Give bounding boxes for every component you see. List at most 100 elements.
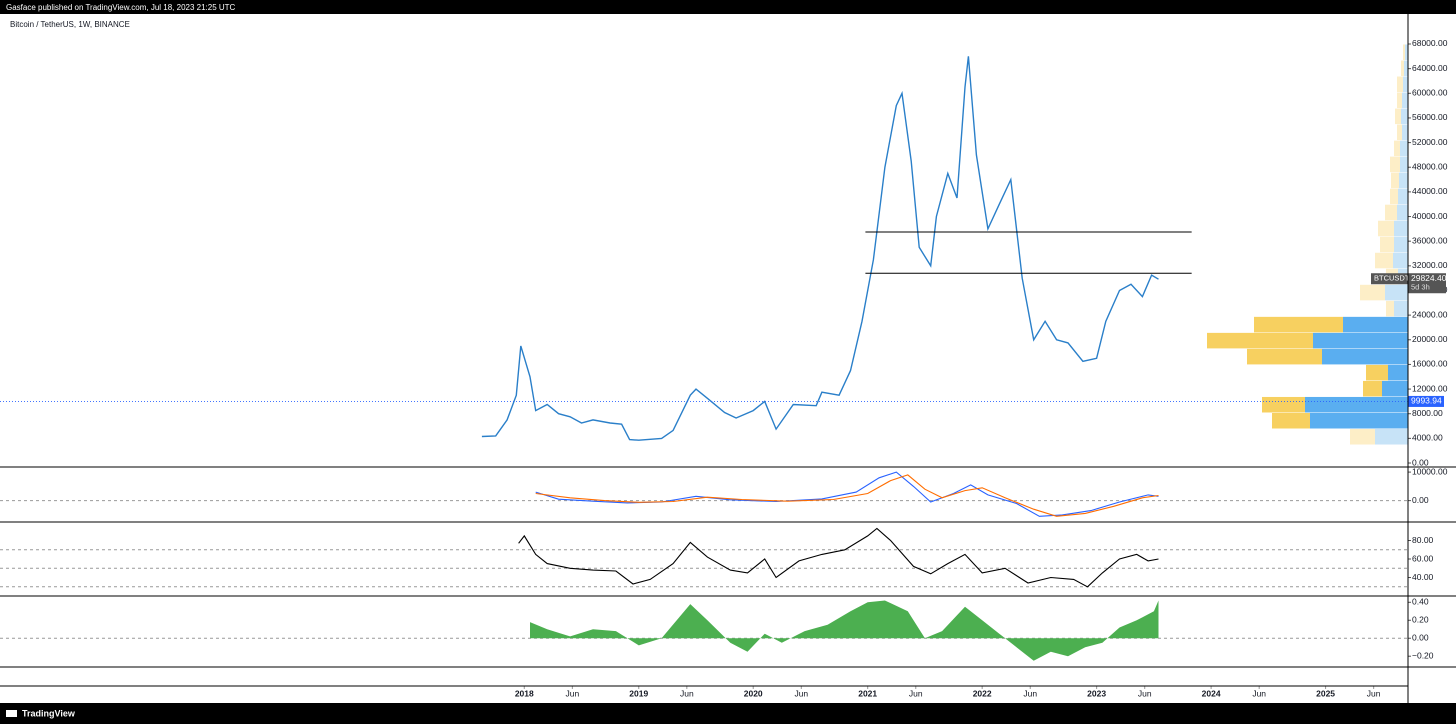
series-line (518, 527, 1159, 588)
profile-down (1310, 412, 1408, 429)
x-tick-label: Jun (565, 688, 579, 698)
y-tick-label: 0.20 (1412, 615, 1429, 625)
y-tick-label: 52000.00 (1412, 137, 1448, 147)
y-tick-label: 60000.00 (1412, 88, 1448, 98)
profile-up (1366, 364, 1388, 381)
y-tick-label: 40.00 (1412, 572, 1434, 582)
profile-down (1402, 92, 1408, 109)
profile-down (1403, 76, 1408, 93)
x-tick-label: 2021 (858, 688, 877, 698)
profile-up (1397, 92, 1402, 109)
y-tick-label: 24000.00 (1412, 309, 1448, 319)
marks: 2018 Jun 2019 Jun 2020 Jun 2021 Jun 2022 Jun 2023 J… (0, 38, 1448, 698)
profile-up (1207, 332, 1313, 349)
last-price-box (1408, 273, 1446, 294)
y-tick-label: 56000.00 (1412, 112, 1448, 122)
profile-down (1382, 380, 1408, 397)
y-tick-label: 68000.00 (1412, 38, 1448, 48)
profile-up (1386, 300, 1394, 317)
bottom-bar (0, 703, 1456, 724)
profile-up (1272, 412, 1310, 429)
symbol-label: BTCUSDT (1374, 274, 1410, 283)
x-tick-label: 2024 (1202, 688, 1221, 698)
profile-up (1394, 140, 1400, 157)
profile-up (1391, 172, 1399, 189)
x-tick-label: Jun (794, 688, 808, 698)
y-tick-label: 4000.00 (1412, 433, 1443, 443)
y-tick-label: 80.00 (1412, 535, 1434, 545)
y-tick-label: 0.00 (1412, 457, 1429, 467)
profile-down (1405, 44, 1408, 61)
y-tick-label: 0.40 (1412, 597, 1429, 607)
profile-up (1401, 60, 1404, 77)
profile-down (1394, 300, 1408, 317)
x-tick-label: Jun (1367, 688, 1381, 698)
x-tick-label: Jun (909, 688, 923, 698)
y-tick-label: 16000.00 (1412, 359, 1448, 369)
y-tick-label: 0.00 (1412, 632, 1429, 642)
profile-down (1388, 364, 1408, 381)
chart-title: Bitcoin / TetherUS, 1W, BINANCE (10, 20, 130, 29)
y-tick-label: 40000.00 (1412, 211, 1448, 221)
profile-up (1397, 76, 1403, 93)
profile-up (1350, 429, 1375, 445)
profile-down (1385, 284, 1408, 301)
profile-up (1247, 348, 1322, 365)
series-line (481, 56, 1159, 441)
y-tick-label: 36000.00 (1412, 235, 1448, 245)
profile-down (1399, 172, 1408, 189)
y-tick-label: 32000.00 (1412, 260, 1448, 270)
profile-up (1378, 220, 1394, 237)
x-tick-label: 2025 (1316, 688, 1335, 698)
y-tick-label: 10000.00 (1412, 466, 1448, 476)
crosshair-box (1408, 395, 1444, 407)
y-tick-label: 64000.00 (1412, 63, 1448, 73)
profile-up (1380, 236, 1394, 253)
profile-down (1375, 429, 1408, 445)
profile-up (1397, 124, 1402, 141)
x-tick-label: Jun (680, 688, 694, 698)
profile-down (1394, 220, 1408, 237)
profile-up (1254, 316, 1343, 333)
y-tick-label: 20000.00 (1412, 334, 1448, 344)
profile-up (1360, 284, 1385, 301)
profile-down (1400, 156, 1408, 173)
profile-up (1390, 156, 1400, 173)
profile-down (1394, 236, 1408, 253)
x-tick-label: Jun (1023, 688, 1037, 698)
profile-down (1400, 140, 1408, 157)
y-tick-label: 44000.00 (1412, 186, 1448, 196)
x-tick-label: 2023 (1087, 688, 1106, 698)
profile-down (1393, 252, 1408, 269)
profile-up (1363, 380, 1382, 397)
profile-down (1322, 348, 1408, 365)
profile-up (1403, 44, 1405, 61)
x-tick-label: 2020 (744, 688, 763, 698)
y-tick-label: 8000.00 (1412, 408, 1443, 418)
y-tick-label: 48000.00 (1412, 161, 1448, 171)
y-tick-label: −0.20 (1412, 650, 1434, 660)
logo (6, 710, 17, 717)
last-price-label: 29824.40 (1411, 273, 1447, 283)
x-tick-label: 2019 (629, 688, 648, 698)
top-bar (0, 0, 1456, 14)
footer-brand: TradingView (22, 708, 76, 718)
profile-up (1395, 108, 1401, 125)
y-tick-label: 12000.00 (1412, 383, 1448, 393)
profile-up (1262, 396, 1305, 413)
countdown-label: 5d 3h (1411, 283, 1430, 292)
profile-up (1375, 252, 1393, 269)
profile-up (1385, 204, 1397, 221)
x-tick-label: 2018 (515, 688, 534, 698)
profile-down (1397, 204, 1408, 221)
profile-down (1402, 124, 1408, 141)
profile-down (1343, 316, 1408, 333)
y-tick-label: 0.00 (1412, 495, 1429, 505)
x-tick-label: Jun (1252, 688, 1266, 698)
profile-down (1398, 188, 1408, 205)
publisher: Gasface published on TradingView.com, Ju… (6, 3, 236, 12)
profile-down (1401, 108, 1408, 125)
x-tick-label: 2022 (973, 688, 992, 698)
